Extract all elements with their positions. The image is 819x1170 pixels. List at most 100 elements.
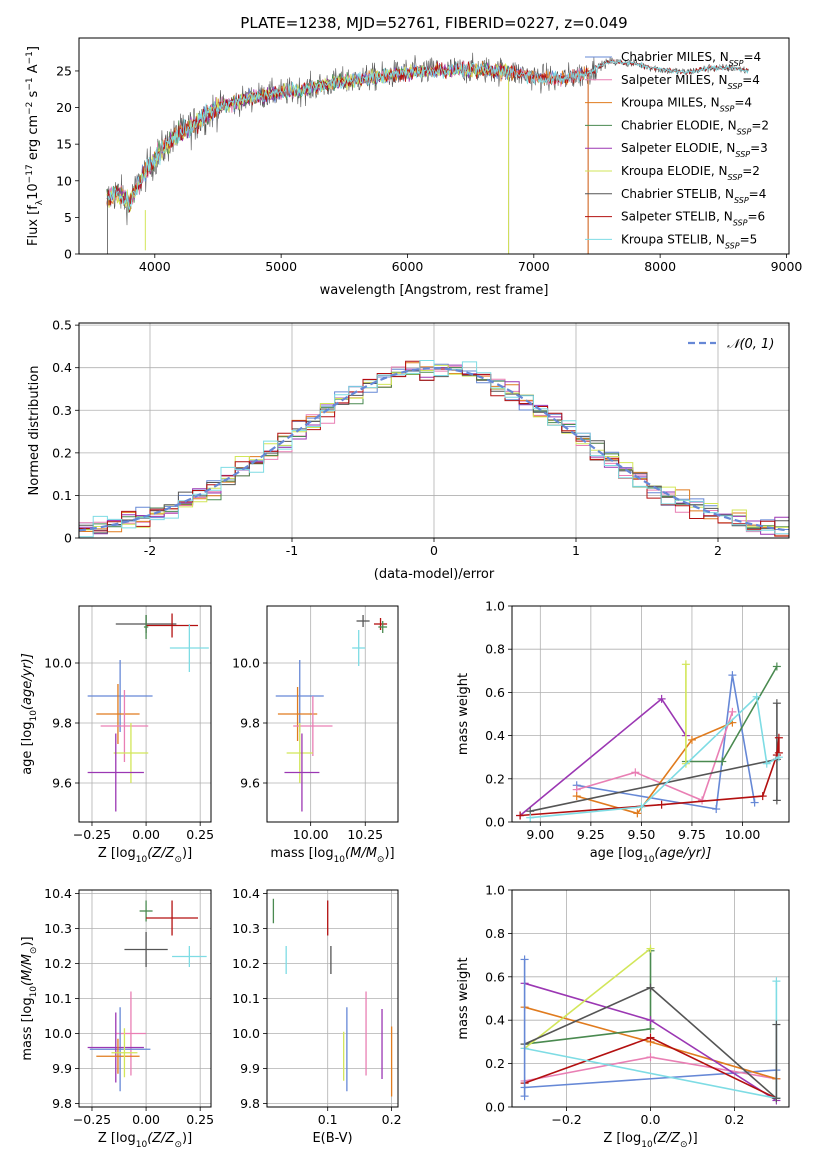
legend-label: Chabrier ELODIE, NSSP=2 [621,118,769,136]
legend-n: =5 [740,232,758,246]
y-tick-label: 0.2 [52,445,72,460]
y-axis-label-part: mass [log [20,997,35,1060]
legend-n: =2 [742,164,760,178]
x-tick-label: 0 [430,543,438,558]
legend-text: Kroupa STELIB, N [621,232,725,246]
axes-frame [78,605,212,823]
legend-sub: SSP [725,241,740,250]
legend-text: Salpeter ELODIE, N [621,141,735,155]
y-axis-label-part: 10 [29,710,39,722]
x-axis-label: age [log10(age/yr)] [590,846,712,865]
y-axis-label-part: (age/yr)] [20,653,35,710]
x-tick-label: 10.25 [347,827,383,842]
legend-text: Chabrier ELODIE, N [621,118,737,132]
y-tick-label: 10.4 [232,886,260,901]
y-tick-label: 20 [56,100,72,115]
legend-label: Chabrier MILES, NSSP=4 [621,50,761,68]
mass-vs-Z-panel: −0.25 0.00 0.25 9.8 9.9 10.0 10.1 10.2 10.3 10.4 Z… [20,886,214,1150]
y-tick-label: 1.0 [485,883,505,898]
y-axis-label: age [log10(age/yr)] [20,653,39,775]
y-tick-label: 9.6 [240,776,260,791]
normal-curve [78,367,790,532]
mass-weight-line [576,711,734,802]
legend-text: Salpeter MILES, N [621,73,728,87]
x-axis-label-part: Z [log [603,1131,641,1146]
mass-weight-line [576,721,733,815]
legend-label: Salpeter MILES, NSSP=4 [621,73,760,91]
x-tick-label: 7000 [518,259,550,274]
x-axis-label-part: 10 [334,855,346,865]
y-tick-label: 15 [56,137,72,152]
x-axis-label-part: 10 [136,855,148,865]
x-axis-label: Z [log10(Z/Z⊙)] [98,1131,192,1150]
x-tick-label: 9.25 [577,827,605,842]
legend-label: Salpeter STELIB, NSSP=6 [621,210,765,228]
y-tick-label: 0.0 [485,815,505,830]
y-tick-label: 9.8 [240,1096,260,1111]
y-axis-label-part: age [log [20,722,35,775]
x-tick-label: 2 [714,543,722,558]
x-tick-label: 0.1 [318,1112,338,1127]
y-tick-label: 9.8 [240,716,260,731]
x-axis-label-part: )] [182,1131,192,1146]
y-tick-label: 9.9 [240,1061,260,1076]
y-tick-label: 0.4 [485,728,505,743]
y-axis-label-part: )] [20,936,35,946]
legend-sub: SSP [720,104,735,113]
x-axis-label: E(B-V) [312,1131,352,1146]
x-axis-label-part: 10 [641,1140,653,1150]
y-tick-label: 10.0 [232,1026,260,1041]
y-tick-label: 5 [64,210,72,225]
y-tick-label: 0.4 [485,1013,505,1028]
x-tick-label: 0.25 [186,1112,214,1127]
y-tick-label: 9.8 [52,1096,72,1111]
legend-text: Kroupa MILES, N [621,96,720,110]
x-tick-label: 6000 [392,259,424,274]
x-axis-label: Z [log10(Z/Z⊙)] [98,846,192,865]
y-axis-label-part: ⊙ [29,947,39,955]
legend-sub: SSP [728,81,743,90]
y-axis-label-part: −1 [25,77,35,90]
x-axis-label-part: age [log [590,846,643,861]
y-axis-label-part: (M/M [20,954,35,986]
y-tick-label: 0.2 [485,1056,505,1071]
x-axis-label-part: 10 [136,1140,148,1150]
histogram-step [79,360,789,537]
legend-n: =4 [749,187,767,201]
x-axis-label: mass [log10(M/M⊙)] [270,846,394,865]
mass-weight-line [576,674,756,810]
spectrum-line [106,59,749,211]
x-tick-label: 4000 [139,259,171,274]
x-tick-label: 1 [572,543,580,558]
x-tick-label: 0.00 [132,827,160,842]
legend-label: 𝒩(0, 1) [727,337,774,352]
x-axis-label-part: mass [log [270,846,333,861]
y-axis-label: Flux [fλ10−17 erg cm−2 s−1 A−1] [25,46,45,246]
x-axis-label-part: )] [688,1131,698,1146]
legend-sub: SSP [735,150,750,159]
y-tick-label: 0.3 [52,403,72,418]
x-axis-label-part: )] [182,846,192,861]
y-tick-label: 9.6 [52,776,72,791]
axes-frame [266,605,399,823]
y-tick-label: 0.8 [485,642,505,657]
y-tick-label: 10.0 [232,656,260,671]
y-axis-label: Normed distribution [27,366,42,496]
figure-title: PLATE=1238, MJD=52761, FIBERID=0227, z=0… [240,14,627,32]
x-axis-label-part: ⊙ [174,855,182,865]
x-axis-label: (data-model)/error [374,567,495,582]
y-axis-label-part: λ [35,199,45,205]
y-tick-label: 10.0 [44,656,72,671]
y-tick-label: 0 [64,531,72,546]
legend-sub: SSP [729,59,744,68]
y-tick-label: 10.4 [44,886,72,901]
x-axis-label-part: (age/yr)] [654,846,711,861]
x-tick-label: −0.25 [73,827,111,842]
legend-text: Kroupa ELODIE, N [621,164,728,178]
axes-frame [266,889,399,1108]
age-vs-mass-panel: 10.00 10.25 9.6 9.8 10.0 mass [log10(M/M⊙)] [232,605,399,865]
mass-weight-line [524,1047,777,1100]
x-axis-label: wavelength [Angstrom, rest frame] [320,283,549,298]
y-tick-label: 10.2 [44,956,72,971]
